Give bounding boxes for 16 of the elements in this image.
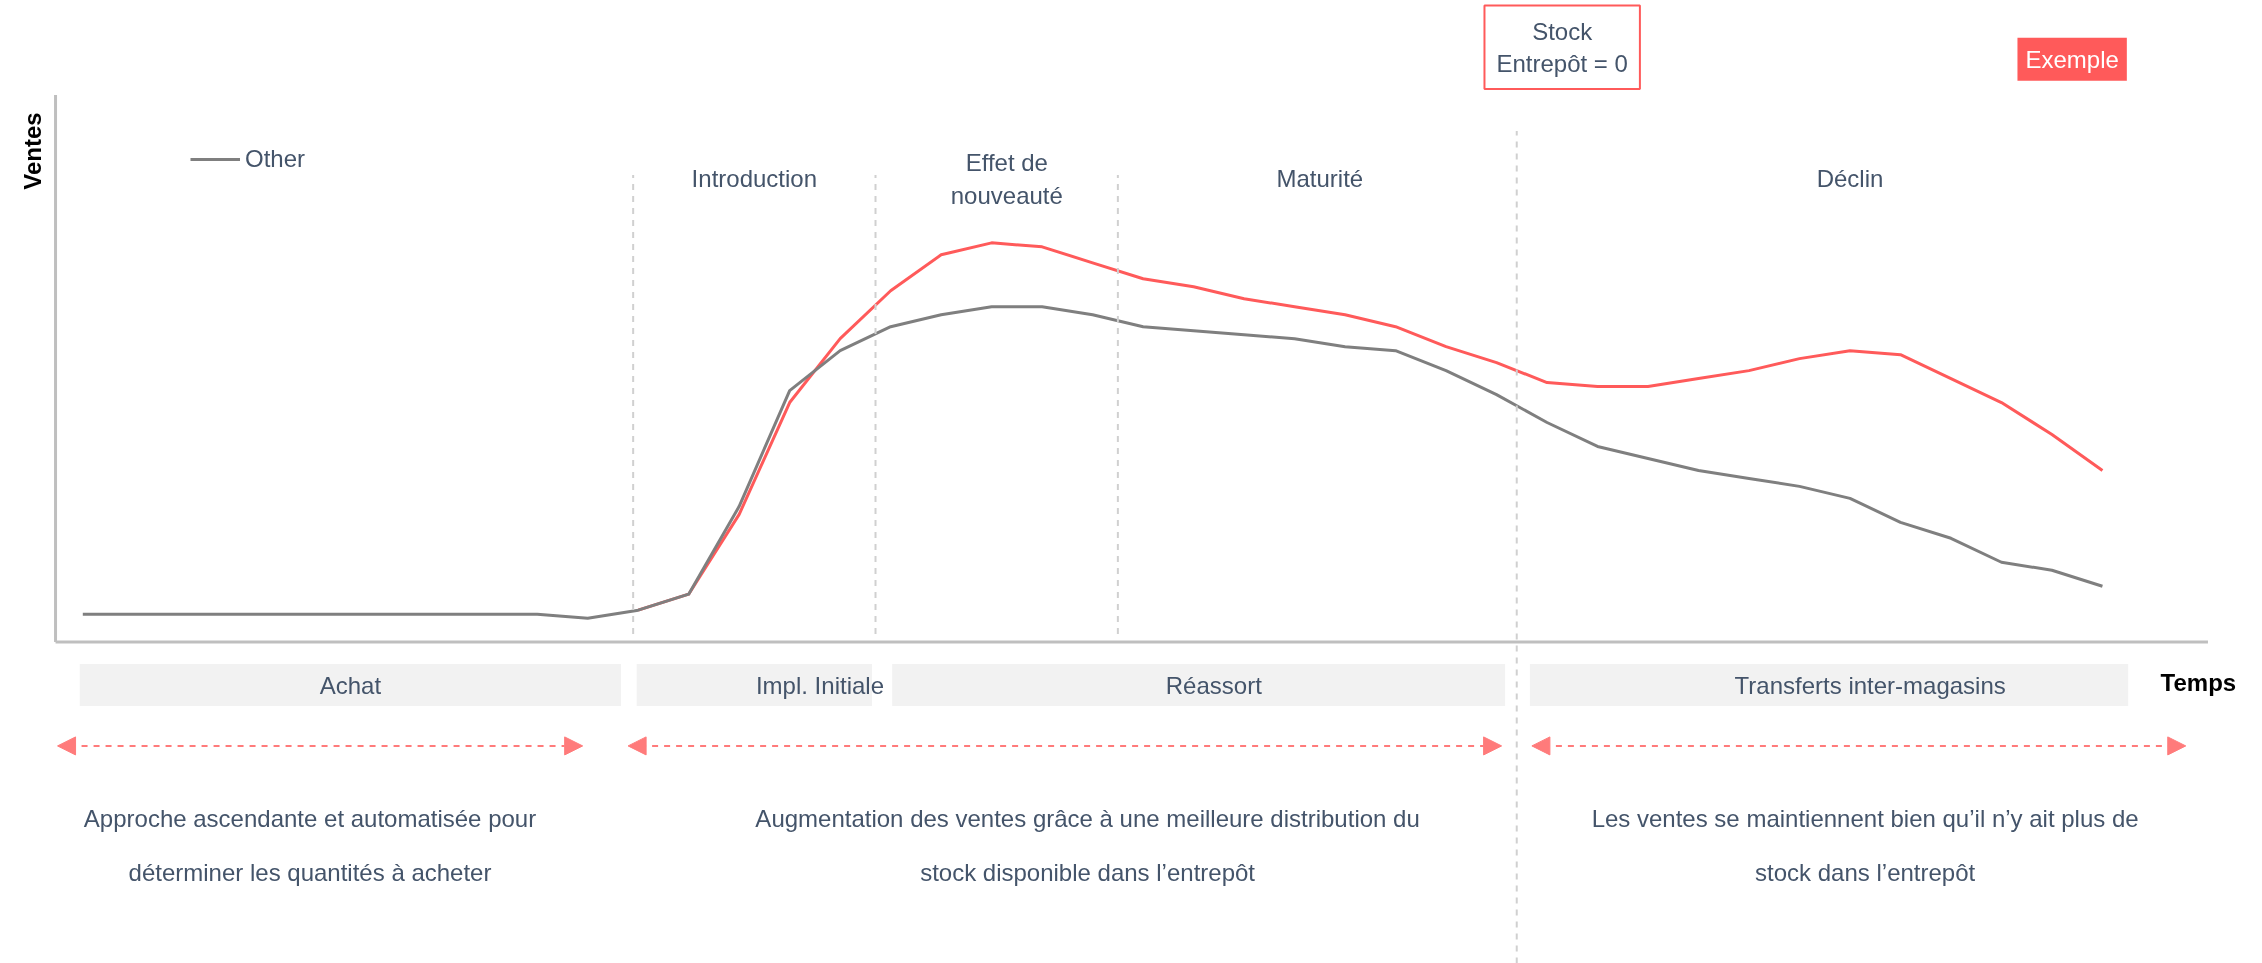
text: Stock Entrepôt = 0: [1496, 17, 1628, 77]
text: Maturité: [1276, 165, 1364, 193]
text: Augmentation des ventes grâce à une meilleure distribution du stock disponible dans l’entrepôt: [755, 805, 1420, 887]
text: Introduction: [691, 165, 818, 193]
text: Approche ascendante et automatisée pour déterminer les quantités à acheter: [83, 805, 537, 887]
text: Achat: [319, 671, 382, 699]
text: Les ventes se maintiennent bien qu’il n’y ait plus de stock dans l’entrepôt: [1591, 805, 2139, 887]
legend-label: Other: [245, 145, 306, 173]
text: Exemple: [2025, 45, 2119, 73]
text: Transferts inter-magasins: [1734, 671, 2006, 699]
text: Impl. Initiale: [755, 671, 885, 699]
text: Réassort: [1165, 671, 1263, 699]
y-axis-title: Ventes: [18, 112, 46, 190]
text: Déclin: [1816, 165, 1884, 193]
text: Effet de nouveauté: [950, 149, 1063, 209]
x-axis-title: Temps: [2160, 668, 2237, 696]
